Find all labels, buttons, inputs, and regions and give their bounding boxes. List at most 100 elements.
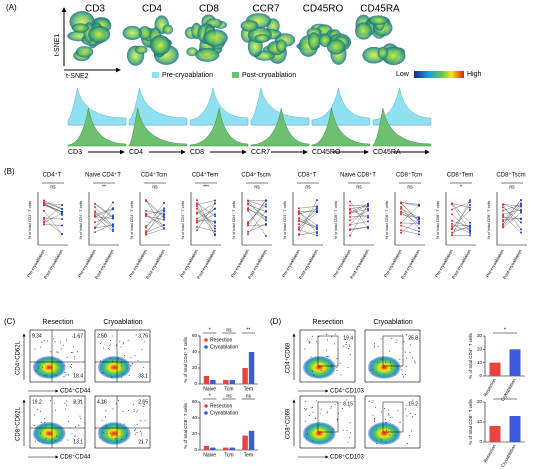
pair-line — [400, 225, 420, 232]
tsne-cluster — [88, 25, 111, 44]
event — [136, 432, 138, 434]
event — [372, 400, 374, 402]
event — [377, 345, 379, 347]
pre-point — [502, 203, 504, 206]
event — [328, 356, 330, 358]
pair-line — [298, 211, 318, 234]
label: CD4⁺T — [43, 172, 62, 179]
pre-point — [94, 206, 96, 209]
event — [373, 418, 375, 420]
legend-marker — [204, 411, 208, 415]
hist-pre — [67, 87, 127, 126]
post-point — [214, 221, 216, 224]
event — [103, 400, 105, 402]
post-point — [469, 201, 471, 204]
event — [306, 428, 308, 430]
tsne-cluster — [326, 39, 346, 55]
pre-point — [94, 202, 96, 205]
event — [380, 358, 382, 360]
event — [135, 411, 137, 413]
post-point — [469, 206, 471, 209]
pre-point — [400, 231, 402, 234]
label: Naive — [203, 386, 216, 392]
y-tick-label: 0 — [194, 447, 197, 452]
event — [340, 402, 342, 404]
pre-point — [349, 208, 351, 211]
axis — [394, 192, 425, 246]
event — [312, 407, 314, 409]
post-point — [367, 220, 369, 223]
event — [404, 351, 406, 353]
pre-point — [43, 220, 45, 223]
event — [47, 340, 49, 342]
event — [79, 337, 81, 339]
label: (A) — [6, 3, 17, 12]
event — [394, 374, 396, 376]
post-point — [520, 208, 522, 211]
event — [53, 338, 55, 340]
post-point — [520, 221, 522, 224]
label: CD4⁺CD44 — [60, 388, 91, 395]
bar — [229, 447, 235, 450]
pre-point — [349, 200, 351, 203]
event — [343, 345, 345, 347]
label: % of total CD8⁺ T cells — [436, 201, 440, 239]
event — [336, 367, 338, 369]
pair-line — [502, 212, 522, 228]
pre-point — [145, 226, 147, 229]
pre-point — [196, 221, 198, 224]
event — [118, 357, 120, 359]
event — [64, 371, 66, 373]
event — [411, 357, 413, 359]
post-point — [418, 233, 420, 236]
pre-point — [247, 200, 249, 203]
event — [401, 374, 403, 376]
pre-point — [451, 219, 453, 222]
pre-point — [451, 234, 453, 237]
event — [336, 369, 338, 371]
label: ns — [407, 184, 413, 190]
y-tick-label: 40 — [192, 415, 198, 420]
label: (C) — [4, 317, 15, 326]
post-point — [316, 234, 318, 237]
post-point — [163, 227, 165, 230]
event — [103, 347, 105, 349]
event — [369, 370, 371, 372]
event — [72, 346, 74, 348]
label: Post-cryoablation — [242, 72, 296, 79]
pair-line — [145, 208, 165, 234]
hist-post — [67, 107, 127, 147]
pre-point — [502, 220, 504, 223]
pre-point — [349, 211, 351, 214]
post-point — [469, 232, 471, 235]
event — [349, 346, 351, 348]
post-point — [214, 225, 216, 228]
event — [312, 411, 314, 413]
label: Cryoablation — [500, 443, 517, 468]
label: *** — [203, 184, 209, 190]
event — [42, 441, 44, 443]
axis — [37, 192, 68, 246]
label: Pre-cryoablation — [485, 248, 505, 278]
pre-point — [298, 212, 300, 215]
event — [330, 406, 332, 408]
label: CD8 — [190, 149, 204, 156]
event — [308, 414, 310, 416]
pair-line — [349, 209, 369, 218]
label: Pre-cryoablation — [332, 248, 352, 278]
pre-point — [349, 219, 351, 222]
event — [141, 348, 143, 350]
label: * — [209, 393, 211, 399]
axis — [496, 192, 527, 246]
pre-point — [196, 203, 198, 206]
pre-point — [145, 230, 147, 233]
post-point — [469, 224, 471, 227]
pair-line — [145, 202, 165, 228]
label: Pre-cryoablation — [230, 248, 250, 278]
pair-line — [94, 212, 114, 227]
event — [137, 359, 139, 361]
pre-point — [145, 231, 147, 234]
pre-point — [451, 203, 453, 206]
event — [44, 421, 46, 423]
